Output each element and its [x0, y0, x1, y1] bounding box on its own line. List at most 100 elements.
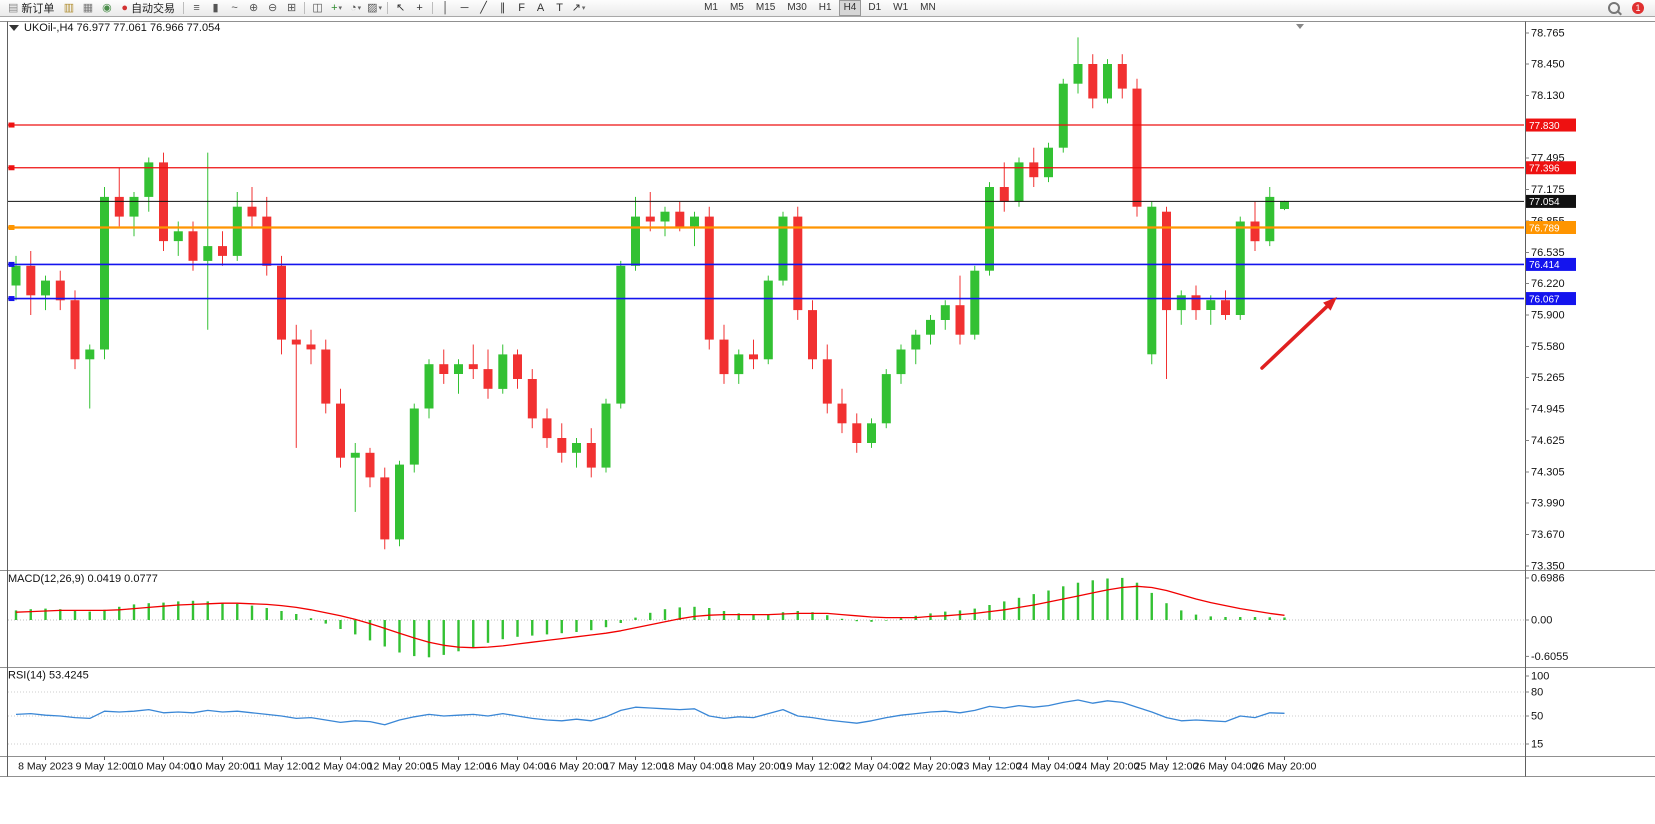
periods-icon[interactable]: ◔ ▾ [346, 1, 365, 16]
arrows-tool-icon: ↗ [571, 1, 581, 14]
zoom-out-icon[interactable]: ⊖ [263, 1, 282, 16]
navigator-icon: ◉ [102, 1, 112, 14]
dropdown-arrow-icon: ▾ [378, 5, 383, 12]
svg-text:78.130: 78.130 [1531, 90, 1565, 102]
indicator-levels [8, 619, 1524, 745]
toolbar-separator [304, 2, 306, 14]
timeframe-m1[interactable]: M1 [704, 2, 718, 13]
svg-text:78.450: 78.450 [1531, 59, 1565, 71]
svg-text:15 May 12:00: 15 May 12:00 [427, 761, 491, 773]
navigator-icon[interactable]: ◉ [97, 1, 116, 16]
channel-icon[interactable]: ∥ [493, 1, 512, 16]
templates-icon: ▨ [367, 1, 378, 14]
autotrading-button-label: 自动交易 [131, 3, 176, 15]
text-tool-icon[interactable]: A [531, 1, 550, 16]
panel-headers: UKOil-,H4 76.977 77.061 76.966 77.054 MAC… [8, 22, 1304, 682]
svg-text:76.220: 76.220 [1531, 278, 1565, 290]
dropdown-arrow-icon: ▾ [338, 5, 343, 12]
toolbar-items: ▤ 新订单 ▥ ▦ ◉ ● 自动交易 ≡ ▮ ~ ⊕ ⊖ ⊞ ◫ + ▾ ◔ ▾ ▨ ▾ ↖ + │ ─ ╱ ∥ F A T ↗ ▾ [3, 0, 588, 16]
fibonacci-icon: F [518, 1, 525, 14]
timeframe-m30[interactable]: M30 [787, 2, 807, 13]
line-chart-mode-icon[interactable]: ~ [225, 1, 244, 16]
svg-text:74.625: 74.625 [1531, 435, 1565, 447]
svg-text:77.175: 77.175 [1531, 184, 1565, 196]
svg-text:17 May 12:00: 17 May 12:00 [604, 761, 668, 773]
dropdown-arrow-icon: ▾ [581, 5, 586, 12]
svg-text:73.990: 73.990 [1531, 498, 1565, 510]
arrows-tool-icon[interactable]: ↗ ▾ [569, 1, 588, 16]
toolbar-separator [183, 2, 185, 14]
arrange-windows-icon[interactable]: ◫ [308, 1, 327, 16]
svg-text:73.350: 73.350 [1531, 561, 1565, 573]
svg-text:12 May 20:00: 12 May 20:00 [368, 761, 432, 773]
bar-chart-mode-icon[interactable]: ≡ [187, 1, 206, 16]
timeframe-buttons: M1 M5 M15 M30 H1 H4 D1 W1 MN [698, 0, 942, 16]
macd-panel [14, 577, 1286, 658]
svg-text:22 May 04:00: 22 May 04:00 [840, 761, 904, 773]
chart-shift-marker[interactable] [1296, 24, 1304, 29]
svg-text:22 May 20:00: 22 May 20:00 [899, 761, 963, 773]
timeframe-d1[interactable]: D1 [868, 2, 882, 13]
svg-text:10 May 20:00: 10 May 20:00 [191, 761, 255, 773]
svg-text:9 May 12:00: 9 May 12:00 [76, 761, 134, 773]
candlestick-mode-icon: ▮ [212, 1, 219, 14]
toolbar-right: 1 [1608, 2, 1652, 14]
cursor-icon[interactable]: ↖ [391, 1, 410, 16]
templates-icon[interactable]: ▨ ▾ [365, 1, 384, 16]
zoom-out-icon: ⊖ [267, 1, 278, 14]
zoom-in-icon[interactable]: ⊕ [244, 1, 263, 16]
svg-text:74.945: 74.945 [1531, 404, 1565, 416]
chart-canvas[interactable]: 78.76578.45078.13077.49577.17576.85576.5… [0, 17, 1655, 824]
toolbar-separator [432, 2, 434, 14]
timeframe-w1[interactable]: W1 [893, 2, 909, 13]
timeframe-m15[interactable]: M15 [755, 2, 776, 13]
symbol-dropdown-icon[interactable] [9, 25, 19, 31]
svg-text:78.765: 78.765 [1531, 28, 1565, 40]
trendline-icon[interactable]: ╱ [474, 1, 493, 16]
svg-text:76.789: 76.789 [1529, 223, 1560, 234]
timeframe-h4[interactable]: H4 [838, 0, 862, 16]
rsi-panel [15, 699, 1285, 726]
arrange-windows-icon: ◫ [312, 1, 323, 14]
svg-text:75.265: 75.265 [1531, 372, 1565, 384]
market-watch-icon[interactable]: ▥ [59, 1, 78, 16]
horizontal-lines[interactable] [8, 122, 1524, 302]
vertical-line-icon[interactable]: │ [436, 1, 455, 16]
trendline-icon: ╱ [480, 1, 487, 14]
svg-text:76.067: 76.067 [1529, 294, 1560, 305]
tile-windows-icon: ⊞ [286, 1, 297, 14]
svg-text:75.580: 75.580 [1531, 341, 1565, 353]
svg-text:15: 15 [1531, 739, 1543, 751]
cursor-icon: ↖ [395, 1, 406, 14]
horizontal-line-icon[interactable]: ─ [455, 1, 474, 16]
fibonacci-icon[interactable]: F [512, 1, 531, 16]
svg-text:80: 80 [1531, 687, 1543, 699]
tile-windows-icon[interactable]: ⊞ [282, 1, 301, 16]
periods-icon: ◔ [349, 1, 357, 14]
chart-ohlc-header: UKOil-,H4 76.977 77.061 76.966 77.054 [24, 22, 220, 34]
indicators-icon[interactable]: + ▾ [327, 1, 346, 16]
candlestick-mode-icon[interactable]: ▮ [206, 1, 225, 16]
svg-text:75.900: 75.900 [1531, 310, 1565, 322]
svg-text:16 May 20:00: 16 May 20:00 [545, 761, 609, 773]
label-tool-icon: T [556, 1, 563, 14]
notification-badge[interactable]: 1 [1632, 2, 1644, 14]
timeframe-mn[interactable]: MN [920, 2, 936, 13]
svg-text:23 May 12:00: 23 May 12:00 [958, 761, 1022, 773]
autotrading-button[interactable]: ● 自动交易 [116, 1, 180, 16]
toolbar: ▤ 新订单 ▥ ▦ ◉ ● 自动交易 ≡ ▮ ~ ⊕ ⊖ ⊞ ◫ + ▾ ◔ ▾ ▨ ▾ ↖ + │ ─ ╱ ∥ F A T ↗ ▾ M1 M… [0, 0, 1655, 17]
crosshair-icon[interactable]: + [410, 1, 429, 16]
search-icon[interactable] [1608, 2, 1620, 14]
new-order-button[interactable]: ▤ 新订单 [3, 1, 59, 16]
indicators-icon: + [331, 1, 338, 14]
zoom-in-icon: ⊕ [248, 1, 259, 14]
svg-text:-0.6055: -0.6055 [1531, 651, 1568, 663]
svg-text:50: 50 [1531, 711, 1543, 723]
label-tool-icon[interactable]: T [550, 1, 569, 16]
print-icon[interactable]: ▦ [78, 1, 97, 16]
arrow-annotation[interactable] [1260, 297, 1337, 370]
timeframe-m5[interactable]: M5 [729, 2, 744, 13]
timeframe-h1[interactable]: H1 [818, 2, 832, 13]
svg-text:26 May 04:00: 26 May 04:00 [1194, 761, 1258, 773]
